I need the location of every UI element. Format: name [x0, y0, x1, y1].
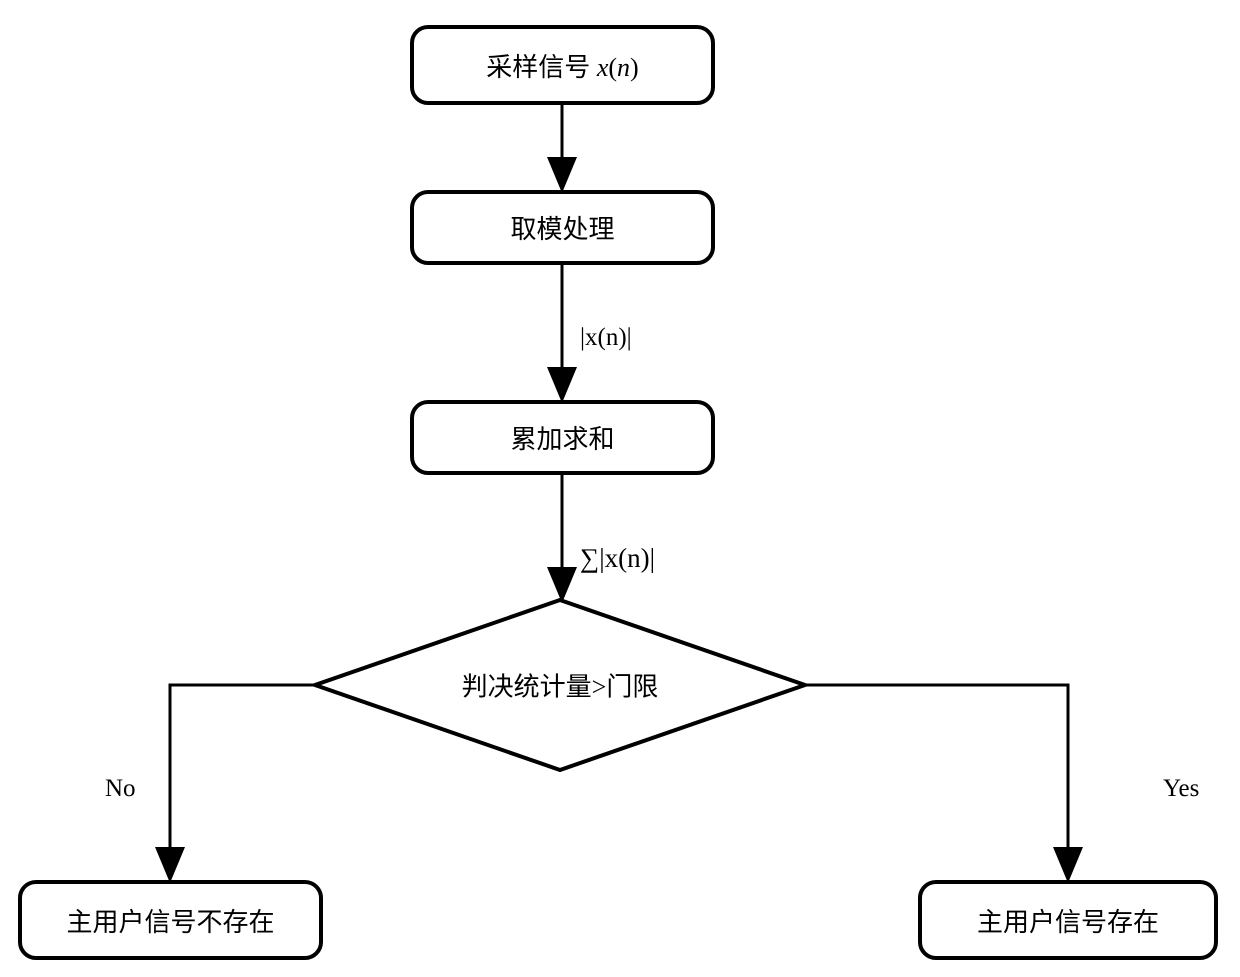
edge-label-sum-xn: ∑|x(n)|: [580, 543, 655, 574]
node-sampling-signal: 采样信号 x(n): [410, 25, 715, 105]
node-accumulate-label: 累加求和: [510, 419, 614, 456]
edge-label-no: No: [105, 775, 136, 803]
edge-n4-n5: [170, 685, 315, 877]
edge-n4-n6: [805, 685, 1068, 877]
flowchart-edges: [0, 0, 1240, 977]
node-modulus: 取模处理: [410, 190, 715, 265]
node-signal-absent-label: 主用户信号不存在: [66, 902, 274, 939]
node-signal-absent: 主用户信号不存在: [18, 880, 323, 960]
edge-label-xn: |x(n)|: [580, 324, 632, 352]
node-signal-present-label: 主用户信号存在: [977, 902, 1159, 939]
node-modulus-label: 取模处理: [510, 209, 614, 246]
node-decision-label: 判决统计量>门限: [462, 667, 659, 704]
edge-label-yes: Yes: [1163, 775, 1199, 803]
node-accumulate: 累加求和: [410, 400, 715, 475]
node-sampling-signal-label: 采样信号 x(n): [486, 47, 638, 84]
flowchart-container: 采样信号 x(n) 取模处理 累加求和 判决统计量>门限 主用户信号不存在 主用…: [0, 0, 1240, 977]
node-signal-present: 主用户信号存在: [918, 880, 1218, 960]
